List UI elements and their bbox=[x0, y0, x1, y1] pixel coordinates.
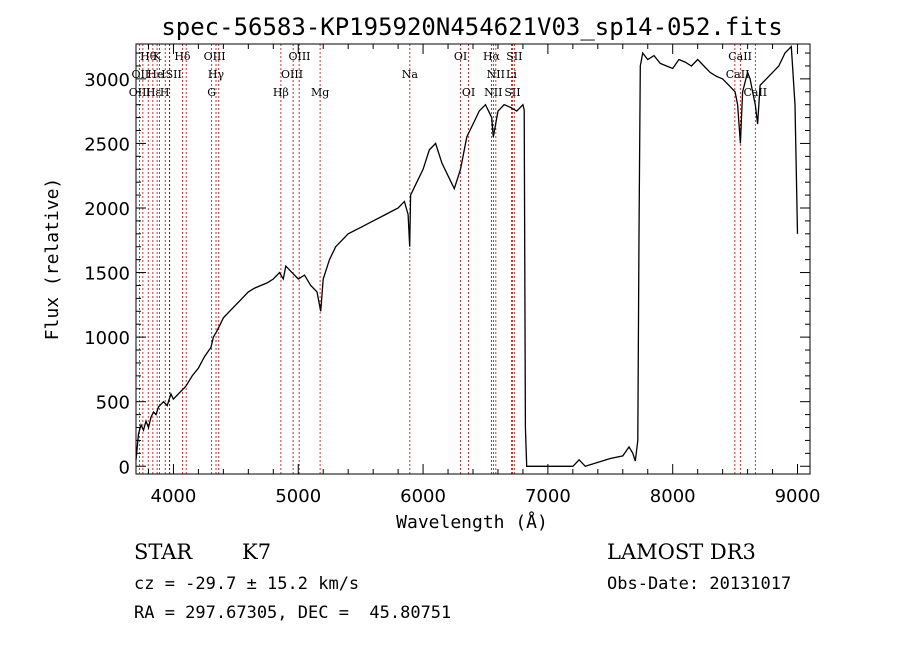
line-label-r1-3: Hγ bbox=[208, 68, 225, 81]
x-tick-label-0: 4000 bbox=[151, 486, 197, 507]
line-label-r1-5: Na bbox=[402, 68, 419, 81]
y-tick-label-1: 500 bbox=[96, 393, 130, 414]
chart-title: spec-56583-KP195920N454621V03_sp14-052.f… bbox=[161, 13, 782, 41]
y-tick-label-6: 3000 bbox=[84, 70, 130, 91]
line-label-r2-6: OI bbox=[462, 86, 475, 99]
line-label-r1-1: He bbox=[147, 68, 163, 81]
x-axis-label: Wavelength (Å) bbox=[396, 511, 548, 533]
object-class: STAR bbox=[134, 540, 193, 564]
y-axis-label: Flux (relative) bbox=[42, 178, 63, 341]
x-axis: 4000 5000 6000 7000 8000 9000 bbox=[147, 44, 821, 507]
y-tick-label-3: 1500 bbox=[84, 264, 130, 285]
line-label-r2-3: G bbox=[207, 86, 216, 99]
y-axis: 0 500 1000 1500 2000 2500 3000 bbox=[84, 52, 810, 478]
line-label-r0-1: K bbox=[153, 50, 162, 63]
line-label-r2-9: CaII bbox=[743, 86, 767, 99]
line-label-r2-1: Hε bbox=[146, 86, 162, 99]
x-tick-label-4: 8000 bbox=[650, 486, 696, 507]
line-label-r0-2: Hδ bbox=[174, 50, 191, 63]
observation-date: Obs-Date: 20131017 bbox=[607, 574, 792, 594]
line-label-r2-4: Hβ bbox=[273, 86, 289, 99]
line-label-r0-7: SII bbox=[506, 50, 522, 63]
x-tick-label-2: 6000 bbox=[400, 486, 446, 507]
line-label-r2-7: NII bbox=[484, 86, 502, 99]
line-label-r2-5: Mg bbox=[311, 86, 329, 99]
line-label-r1-8: CaII bbox=[726, 68, 750, 81]
y-tick-label-5: 2500 bbox=[84, 134, 130, 155]
spectral-subclass: K7 bbox=[242, 540, 272, 564]
redshift-velocity: cz = -29.7 ± 15.2 km/s bbox=[134, 574, 360, 594]
x-tick-label-5: 9000 bbox=[775, 486, 821, 507]
line-label-r1-7: Li bbox=[506, 68, 517, 81]
line-label-r2-0: OIII bbox=[129, 86, 151, 99]
survey-name: LAMOST DR3 bbox=[607, 540, 756, 564]
line-label-r1-4: OIII bbox=[281, 68, 303, 81]
x-tick-label-3: 7000 bbox=[525, 486, 571, 507]
y-tick-label-0: 0 bbox=[119, 457, 130, 478]
plot-frame bbox=[135, 43, 811, 475]
emission-line-markers bbox=[138, 44, 756, 474]
line-label-r0-0: Hθ bbox=[140, 50, 157, 63]
line-label-r2-8: SII bbox=[504, 86, 520, 99]
spectrum-line bbox=[135, 45, 799, 468]
sky-coordinates: RA = 297.67305, DEC = 45.80751 bbox=[134, 603, 452, 623]
line-label-r1-6: NII bbox=[487, 68, 505, 81]
line-label-r0-4: OIII bbox=[288, 50, 310, 63]
y-tick-label-4: 2000 bbox=[84, 199, 130, 220]
line-label-r0-8: CaII bbox=[728, 50, 752, 63]
x-tick-label-1: 5000 bbox=[275, 486, 321, 507]
y-tick-label-2: 1000 bbox=[84, 328, 130, 349]
line-label-r0-3: OIII bbox=[204, 50, 226, 63]
line-label-r1-2: ISII bbox=[161, 68, 182, 81]
line-label-r0-5: OI bbox=[454, 50, 467, 63]
line-label-r2-2: H bbox=[160, 86, 170, 99]
line-label-r0-6: Hα bbox=[483, 50, 501, 63]
